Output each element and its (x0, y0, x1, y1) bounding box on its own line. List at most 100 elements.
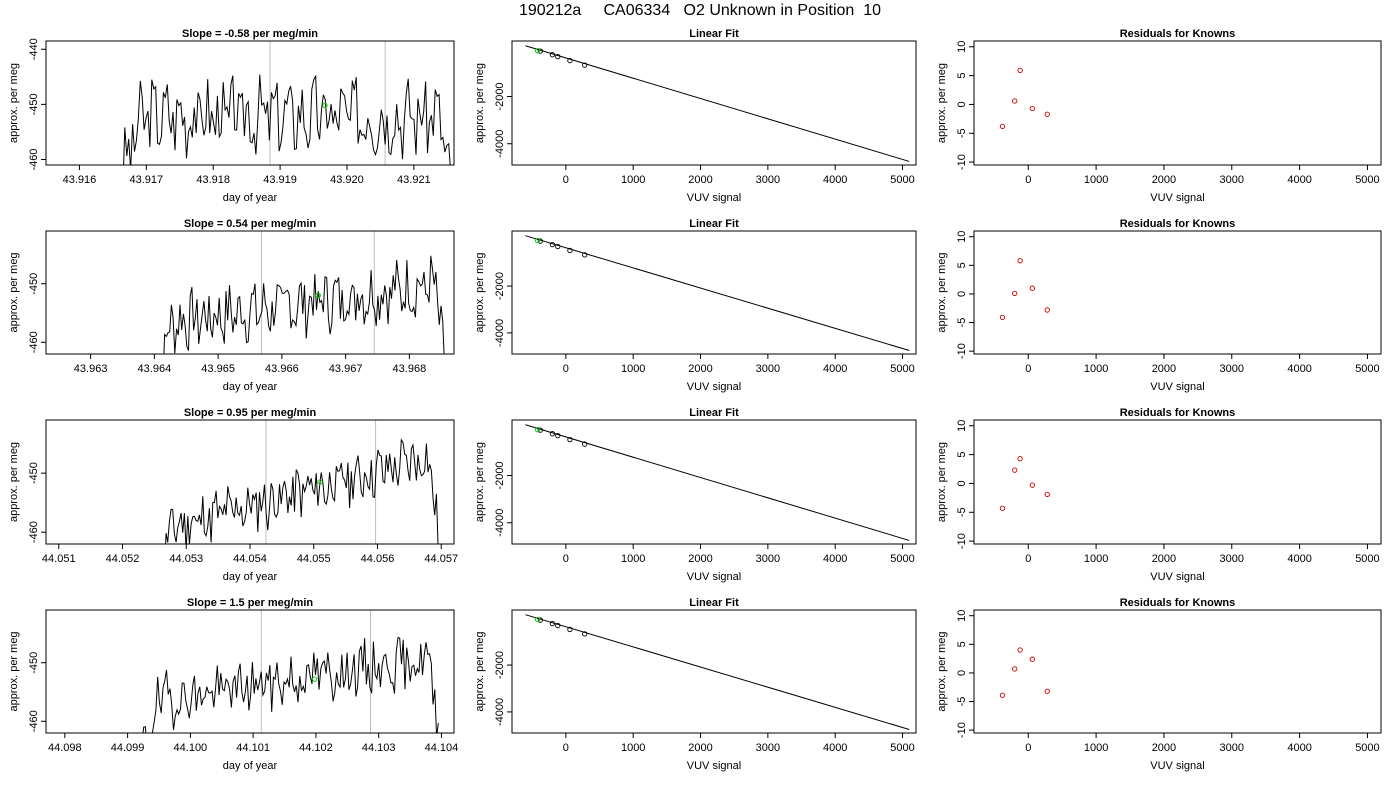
x-tick-label: 5000 (1355, 742, 1379, 754)
panel-title: Residuals for Knowns (1120, 218, 1236, 230)
plot-frame (973, 419, 1382, 545)
trace-line (163, 255, 445, 354)
y-tick-label: -10 (956, 722, 968, 738)
data-point (1044, 688, 1050, 694)
x-tick-label: 0 (1025, 174, 1031, 186)
y-tick-label: -4000 (494, 319, 506, 347)
x-tick-label: 4000 (823, 174, 847, 186)
y-tick-label: -10 (956, 533, 968, 549)
data-point (1044, 491, 1050, 498)
x-tick-label: 43.963 (74, 363, 108, 375)
fit-line (525, 45, 910, 162)
x-tick-label: 5000 (890, 742, 914, 754)
data-point (1029, 105, 1035, 112)
data-point (582, 252, 588, 258)
plot-frame (511, 419, 917, 545)
unknown-marker (534, 47, 541, 54)
x-tick-label: 44.056 (361, 553, 395, 565)
x-tick-label: 4000 (823, 742, 847, 754)
y-tick-label: -450 (28, 93, 40, 115)
data-point (999, 123, 1006, 130)
y-tick-label: -450 (28, 652, 40, 674)
data-point (537, 238, 543, 244)
x-axis-label: day of year (223, 192, 278, 204)
plot-area (525, 235, 910, 351)
data-point (1029, 285, 1035, 291)
x-tick-label: 0 (563, 363, 569, 375)
y-tick-label: -10 (956, 343, 968, 359)
x-tick-label: 3000 (1220, 363, 1244, 375)
x-tick-label: 44.104 (425, 742, 459, 754)
x-axis-label: VUV signal (687, 192, 741, 204)
x-tick-label: 0 (1025, 742, 1031, 754)
y-tick-label: -10 (956, 154, 968, 170)
unknown-marker (534, 237, 541, 244)
y-tick-label: -440 (28, 38, 40, 60)
x-tick-label: 44.057 (424, 553, 458, 565)
x-tick-label: 0 (563, 174, 569, 186)
plot-area (525, 45, 910, 162)
x-axis-label: VUV signal (1150, 571, 1204, 583)
x-tick-label: 43.965 (201, 363, 235, 375)
x-tick-label: 43.919 (263, 174, 297, 186)
x-tick-label: 3000 (756, 363, 780, 375)
panel-4-2: Linear Fit 0 1000 2000 3000 4000 5000 -2000 -400… (474, 597, 917, 772)
x-tick-label: 5000 (1355, 553, 1379, 565)
y-tick-label: 10 (956, 41, 968, 53)
panel-title: Linear Fit (689, 28, 739, 40)
y-tick-label: 0 (956, 291, 968, 297)
y-tick-label: -4000 (494, 130, 506, 158)
x-tick-label: 43.964 (138, 363, 172, 375)
y-tick-label: -450 (28, 273, 40, 295)
plot-area (525, 424, 910, 541)
x-tick-label: 1000 (1084, 553, 1108, 565)
data-point (537, 427, 543, 433)
y-tick-label: 0 (956, 101, 968, 107)
x-tick-label: 2000 (688, 363, 712, 375)
plot-area (999, 647, 1050, 698)
x-tick-label: 1000 (1084, 742, 1108, 754)
x-tick-label: 2000 (1152, 553, 1176, 565)
x-tick-label: 44.101 (236, 742, 270, 754)
x-tick-label: 43.968 (393, 363, 427, 375)
x-tick-label: 4000 (823, 553, 847, 565)
trace-line (123, 74, 451, 165)
y-tick-label: -450 (28, 462, 40, 484)
y-tick-label: -5 (956, 507, 968, 517)
trace-line (165, 438, 439, 544)
y-tick-label: 5 (956, 73, 968, 79)
y-tick-label: 0 (956, 480, 968, 486)
x-tick-label: 5000 (1355, 363, 1379, 375)
y-tick-label: -2000 (494, 82, 506, 110)
plot-frame (45, 609, 455, 734)
plot-area (163, 231, 445, 354)
x-tick-label: 0 (1025, 553, 1031, 565)
data-point (555, 622, 561, 629)
y-tick-label: 0 (956, 670, 968, 676)
unknown-marker (311, 676, 318, 682)
x-tick-label: 43.921 (397, 174, 431, 186)
data-point (1017, 67, 1023, 74)
plot-frame (973, 230, 1382, 355)
panel-title: Residuals for Knowns (1120, 28, 1236, 40)
panel-4-3: Residuals for Knowns 0 1000 2000 3000 4000 500… (936, 597, 1382, 772)
x-tick-label: 1000 (621, 553, 645, 565)
data-point (555, 53, 561, 60)
data-point (1017, 258, 1023, 264)
fit-line (525, 235, 910, 351)
x-tick-label: 43.967 (329, 363, 363, 375)
x-tick-label: 1000 (621, 363, 645, 375)
unknown-marker (322, 102, 328, 109)
y-tick-label: 5 (956, 262, 968, 268)
x-tick-label: 2000 (688, 742, 712, 754)
data-point (1012, 666, 1018, 672)
y-tick-label: -2000 (494, 461, 506, 489)
panel-2-3: Residuals for Knowns 0 1000 2000 3000 4000 500… (936, 218, 1382, 393)
x-tick-label: 43.916 (63, 174, 97, 186)
x-tick-label: 5000 (890, 174, 914, 186)
data-point (1044, 111, 1050, 117)
y-tick-label: -5 (956, 128, 968, 138)
data-point (549, 620, 556, 627)
x-tick-label: 2000 (1152, 363, 1176, 375)
fit-line (525, 424, 910, 541)
